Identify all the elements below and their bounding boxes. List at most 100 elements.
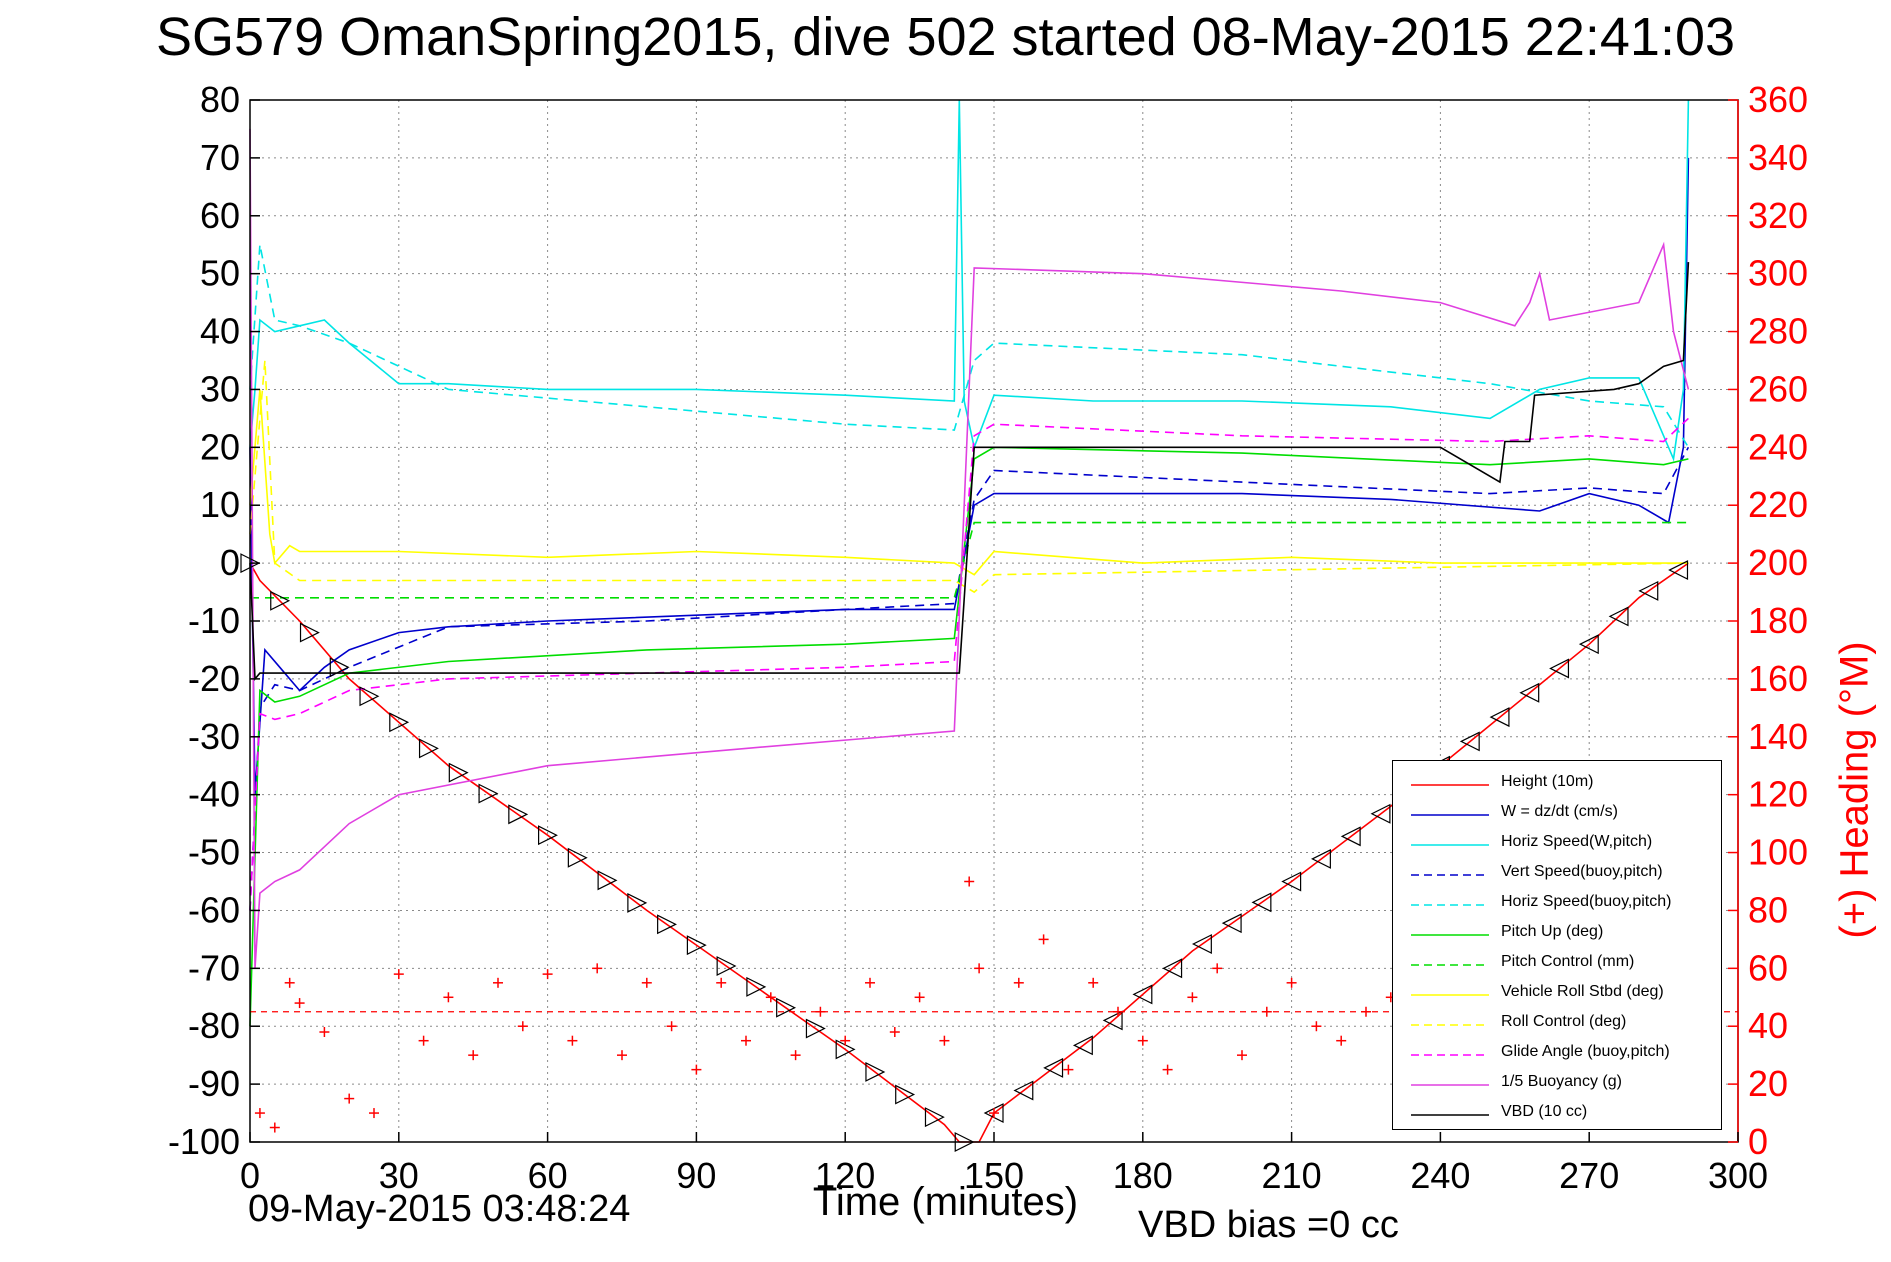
height-marker (508, 804, 529, 825)
y2-tick-label: 360 (1748, 79, 1808, 120)
heading-point (294, 998, 305, 1009)
legend-item: Height (10m) (1393, 769, 1721, 799)
legend-item: Pitch Control (mm) (1393, 949, 1721, 979)
height-marker (299, 622, 320, 643)
height-marker (1668, 560, 1689, 581)
height-marker (270, 590, 291, 611)
legend-label: 1/5 Buoyancy (g) (1501, 1073, 1622, 1090)
x-tick-label: 90 (676, 1155, 716, 1196)
legend-swatch (1411, 1054, 1489, 1056)
heading-point (1286, 977, 1297, 988)
heading-point (617, 1050, 627, 1061)
height-marker (1489, 707, 1510, 728)
y2-tick-label: 320 (1748, 195, 1808, 236)
heading-point (592, 963, 603, 974)
heading-point (269, 1122, 280, 1133)
x-tick-label: 270 (1559, 1155, 1619, 1196)
heading-point (369, 1108, 379, 1119)
heading-point (393, 969, 404, 980)
heading-point (567, 1035, 578, 1046)
legend-swatch (1411, 934, 1489, 936)
x-tick-label: 300 (1708, 1155, 1768, 1196)
x-tick-label: 180 (1113, 1155, 1173, 1196)
heading-point (964, 876, 975, 887)
y2-tick-label: 260 (1748, 368, 1808, 409)
legend-swatch (1411, 814, 1489, 816)
legend-swatch (1411, 874, 1489, 876)
height-marker (329, 657, 350, 678)
height-marker (418, 738, 439, 759)
legend-label: VBD (10 cc) (1501, 1103, 1588, 1120)
heading-point (741, 1035, 751, 1046)
chart-legend: Height (10m) W = dz/dt (cm/s) Horiz Speed(… (1392, 760, 1722, 1130)
height-marker (1370, 803, 1391, 824)
heading-point (716, 977, 727, 988)
legend-label: Glide Angle (buoy,pitch) (1501, 1043, 1670, 1060)
y2-tick-label: 160 (1748, 658, 1808, 699)
heading-point (542, 969, 553, 980)
y2-tick-label: 40 (1748, 1005, 1788, 1046)
heading-point (418, 1035, 429, 1046)
heading-point (1187, 992, 1198, 1003)
heading-point (889, 1027, 900, 1038)
heading-point (1311, 1021, 1322, 1032)
height-marker (1638, 580, 1659, 601)
legend-label: Vehicle Roll Stbd (deg) (1501, 983, 1664, 1000)
series-line-7 (249, 389, 1689, 576)
y-tick-label: -60 (188, 889, 240, 930)
series-line-4 (249, 244, 1690, 448)
height-marker (895, 1084, 916, 1105)
series-line-9 (249, 417, 1689, 911)
height-marker (1519, 682, 1540, 703)
legend-swatch (1411, 1114, 1489, 1116)
heading-point (815, 1006, 826, 1017)
y2-tick-label: 200 (1748, 542, 1808, 583)
heading-point (443, 992, 454, 1003)
y-tick-label: 10 (200, 484, 240, 525)
y-tick-label: -70 (188, 947, 240, 988)
heading-point (914, 992, 925, 1003)
height-marker (716, 956, 737, 976)
legend-item: 1/5 Buoyancy (g) (1393, 1069, 1721, 1099)
legend-item: W = dz/dt (cm/s) (1393, 799, 1721, 829)
x-tick-label: 210 (1262, 1155, 1322, 1196)
height-marker (1459, 731, 1480, 752)
height-marker (865, 1061, 886, 1082)
height-marker (1191, 934, 1212, 954)
heading-point (1088, 977, 1099, 988)
heading-point (1261, 1006, 1272, 1017)
height-marker (1281, 871, 1302, 892)
height-marker (1102, 1010, 1123, 1031)
legend-item: Vert Speed(buoy,pitch) (1393, 859, 1721, 889)
y-tick-label: -100 (168, 1121, 240, 1162)
legend-label: Vert Speed(buoy,pitch) (1501, 863, 1663, 880)
legend-swatch (1411, 904, 1489, 906)
height-marker (567, 847, 588, 868)
legend-item: Horiz Speed(W,pitch) (1393, 829, 1721, 859)
legend-label: W = dz/dt (cm/s) (1501, 803, 1618, 820)
height-marker (1132, 984, 1153, 1005)
y2-tick-label: 180 (1748, 600, 1808, 641)
y2-tick-label: 120 (1748, 774, 1808, 815)
y2-tick-label: 280 (1748, 311, 1808, 352)
series-line-6 (250, 521, 1689, 599)
right-axis-label: (+) Heading (°M) (1832, 641, 1877, 939)
y-tick-label: -40 (188, 774, 240, 815)
height-marker (537, 825, 558, 846)
height-marker (805, 1018, 826, 1039)
height-marker (1043, 1057, 1064, 1078)
height-marker (448, 762, 469, 783)
y-tick-label: -10 (188, 600, 240, 641)
heading-point (1336, 1035, 1347, 1046)
heading-point (1063, 1064, 1074, 1075)
y2-tick-label: 300 (1748, 253, 1808, 294)
heading-point (1237, 1050, 1247, 1061)
y-tick-label: 80 (200, 79, 240, 120)
height-marker (924, 1107, 945, 1128)
grid-lines (250, 100, 1738, 1142)
heading-point (517, 1021, 528, 1032)
heading-point (1162, 1064, 1173, 1075)
legend-swatch (1411, 844, 1489, 846)
x-tick-label: 0 (240, 1155, 260, 1196)
